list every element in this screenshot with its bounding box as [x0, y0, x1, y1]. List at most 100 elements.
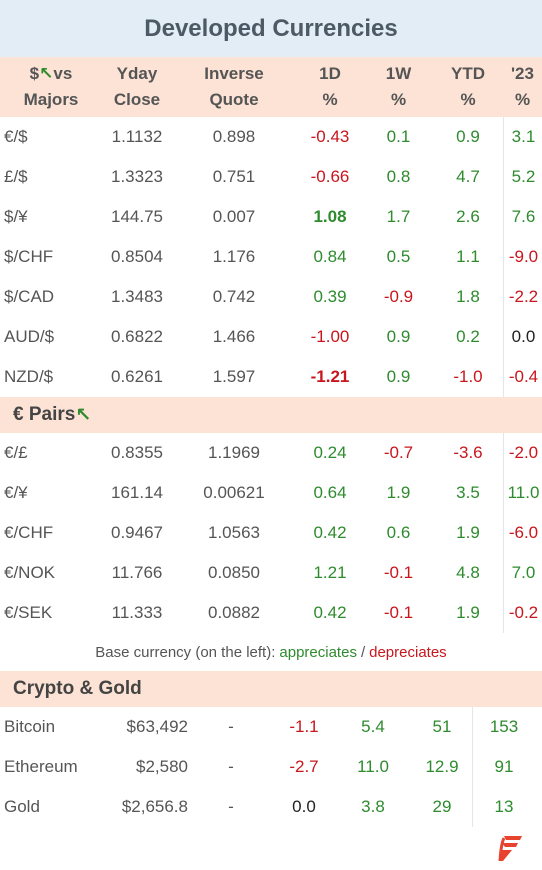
cell-pair: $/CHF	[4, 247, 54, 266]
cell-inverse: -	[228, 717, 234, 736]
cell-ytd: 12.9	[425, 757, 459, 776]
table-row: €/NOK 11.766 0.0850 1.21 -0.1 4.8 7.0	[0, 553, 542, 593]
cell-inverse: 0.742	[212, 287, 256, 306]
header-1w: 1W%	[364, 57, 433, 117]
cell-23: -6.0	[503, 513, 542, 553]
table-row: $/CAD 1.3483 0.742 0.39 -0.9 1.8 -2.2	[0, 277, 542, 317]
cell-price: $2,656.8	[121, 797, 188, 816]
header-1d: 1D%	[296, 57, 364, 117]
cell-inverse: 0.0850	[208, 563, 260, 582]
cell-pair: €/NOK	[4, 563, 56, 582]
table-row: €/¥ 161.14 0.00621 0.64 1.9 3.5 11.0	[0, 473, 542, 513]
cell-close: 144.75	[111, 207, 163, 226]
legend-appreciates: appreciates	[279, 643, 357, 661]
table-row: €/CHF 0.9467 1.0563 0.42 0.6 1.9 -6.0	[0, 513, 542, 553]
cell-1d: 0.42	[313, 523, 347, 542]
table-row: NZD/$ 0.6261 1.597 -1.21 0.9 -1.0 -0.4	[0, 357, 542, 397]
cell-ytd: 4.7	[456, 167, 480, 186]
header-ytd-l1: YTD	[451, 64, 485, 83]
euro-section-header: € Pairs ↖	[0, 397, 542, 433]
cell-close: 1.3323	[111, 167, 163, 186]
cell-inverse: 1.1969	[208, 443, 260, 462]
cell-23: -2.0	[503, 433, 542, 473]
table-row: AUD/$ 0.6822 1.466 -1.00 0.9 0.2 0.0	[0, 317, 542, 357]
header-1w-l2: %	[390, 90, 407, 109]
header-majors: Majors	[23, 90, 79, 109]
cell-1w: -0.9	[383, 287, 414, 306]
cell-pair: €/¥	[4, 483, 28, 502]
header-ytd: YTD%	[433, 57, 503, 117]
cell-23: 13	[472, 787, 535, 827]
cell-1d: 1.21	[313, 563, 347, 582]
cell-pair: €/£	[4, 443, 28, 462]
cell-23: 7.0	[503, 553, 542, 593]
cell-1d: -0.43	[310, 127, 350, 146]
header-1d-l1: 1D	[319, 64, 341, 83]
arrow-up-left-icon: ↖	[39, 64, 54, 83]
cell-1w: 0.6	[386, 523, 411, 542]
euro-table: €/£ 0.8355 1.1969 0.24 -0.7 -3.6 -2.0 €/¥ 161.14…	[0, 433, 542, 633]
cell-price: $63,492	[126, 717, 188, 736]
cell-close: 0.6261	[111, 367, 163, 386]
cell-1w: 3.8	[361, 797, 385, 816]
cell-pair: €/CHF	[4, 523, 54, 542]
legend-depreciates: depreciates	[369, 643, 447, 661]
cell-1d: -1.1	[289, 717, 319, 736]
header-inverse-l1: Inverse	[204, 64, 264, 83]
cell-inverse: 1.176	[212, 247, 256, 266]
cell-1w: 1.9	[386, 483, 411, 502]
crypto-section-header: Crypto & Gold	[0, 671, 542, 707]
cell-inverse: -	[228, 797, 234, 816]
header-vs: vs	[53, 64, 73, 83]
cell-1w: -0.1	[383, 603, 414, 622]
cell-1w: 5.4	[361, 717, 385, 736]
majors-table: €/$ 1.1132 0.898 -0.43 0.1 0.9 3.1 £/$ 1.3323 0.7…	[0, 117, 542, 397]
cell-23: 91	[472, 747, 535, 787]
table-row: Gold $2,656.8 - 0.0 3.8 29 13	[0, 787, 542, 827]
cell-1w: -0.1	[383, 563, 414, 582]
cell-1d: -1.21	[310, 367, 350, 386]
cell-close: 0.8355	[111, 443, 163, 462]
cell-1d: -1.00	[310, 327, 350, 346]
cell-23: 5.2	[503, 157, 542, 197]
cell-inverse: 0.0882	[208, 603, 260, 622]
cell-23: -0.2	[503, 593, 542, 633]
header-23-l2: %	[514, 90, 531, 109]
cell-close: 1.1132	[111, 127, 163, 146]
table-row: €/£ 0.8355 1.1969 0.24 -0.7 -3.6 -2.0	[0, 433, 542, 473]
cell-close: 11.333	[111, 603, 163, 622]
cell-ytd: 1.1	[456, 247, 480, 266]
cell-inverse: 0.751	[212, 167, 256, 186]
cell-close: 161.14	[111, 483, 163, 502]
cell-1d: 1.08	[313, 207, 347, 226]
page-title: Developed Currencies	[0, 0, 542, 57]
cell-23: -0.4	[503, 357, 542, 397]
cell-ytd: 29	[432, 797, 452, 816]
cell-ytd: -1.0	[453, 367, 483, 386]
cell-inverse: -	[228, 757, 234, 776]
cell-close: 0.8504	[111, 247, 163, 266]
legend: Base currency (on the left): appreciates…	[0, 633, 542, 671]
cell-ytd: 3.5	[456, 483, 480, 502]
cell-pair: $/¥	[4, 207, 28, 226]
crypto-table: Bitcoin $63,492 - -1.1 5.4 51 153 Ethereum $2,58…	[0, 707, 542, 827]
euro-section-title: € Pairs	[13, 404, 76, 425]
header-dollar: $	[29, 64, 40, 83]
cell-close: 11.766	[111, 563, 163, 582]
cell-1w: -0.7	[383, 443, 414, 462]
table-header: $↖vs Majors Yday Close Inverse Quote 1D% 1…	[0, 57, 542, 117]
cell-ytd: 1.8	[456, 287, 480, 306]
cell-1w: 0.5	[386, 247, 411, 266]
cell-close: 1.3483	[111, 287, 163, 306]
cell-close: 0.9467	[111, 523, 163, 542]
cell-23: 7.6	[503, 197, 542, 237]
brand-logo-icon	[498, 836, 522, 862]
cell-pair: NZD/$	[4, 367, 54, 386]
header-inverse: Inverse Quote	[172, 57, 296, 117]
cell-ytd: 51	[432, 717, 452, 736]
cell-1d: 0.0	[292, 797, 316, 816]
cell-inverse: 1.466	[212, 327, 256, 346]
table-row: €/$ 1.1132 0.898 -0.43 0.1 0.9 3.1	[0, 117, 542, 157]
table-row: Bitcoin $63,492 - -1.1 5.4 51 153	[0, 707, 542, 747]
header-ytd-l2: %	[460, 90, 476, 109]
